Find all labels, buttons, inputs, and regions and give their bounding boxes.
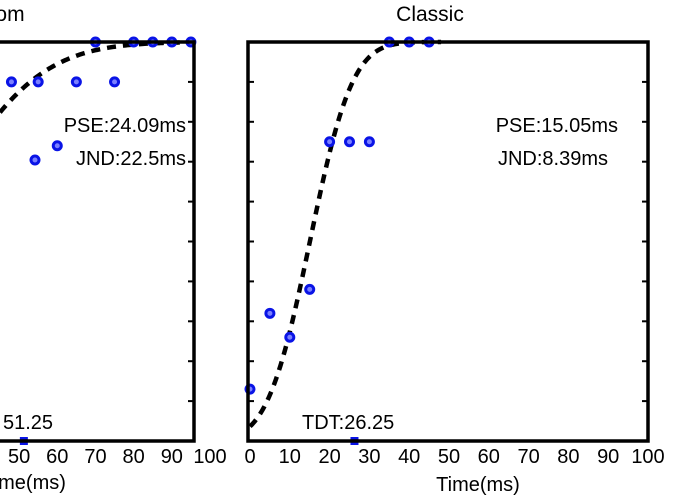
left-data-point: [32, 76, 44, 88]
right-jnd-label: JND:8.39ms: [498, 148, 608, 170]
right-data-point: [284, 331, 296, 343]
right-x-tick-label: 30: [358, 446, 380, 468]
left-x-tick-label: 50: [8, 446, 30, 468]
right-data-point: [324, 136, 336, 148]
left-x-tick-label: 90: [161, 446, 183, 468]
right-pse-label: PSE:15.05ms: [496, 115, 618, 137]
right-data-point: [304, 283, 316, 295]
left-x-tick-label: 100: [193, 446, 226, 468]
right-x-tick-label: 70: [517, 446, 539, 468]
right-chart-axes: [246, 40, 650, 443]
left-tdt-label: 51.25: [3, 412, 53, 434]
right-x-tick-label: 0: [244, 446, 255, 468]
right-data-point: [363, 136, 375, 148]
left-axes-frame: [0, 40, 196, 443]
right-x-axis-label: Time(ms): [436, 474, 520, 496]
right-x-tick-label: 20: [318, 446, 340, 468]
left-pse-label: PSE:24.09ms: [64, 115, 186, 137]
left-x-tick-label: 70: [84, 446, 106, 468]
left-chart-axes: [0, 40, 196, 443]
right-x-tick-labels: 0 10 20 30 40 50 60 70 80 90 100: [244, 446, 664, 468]
left-chart-title: om: [0, 3, 25, 26]
left-data-point: [51, 140, 63, 152]
right-x-tick-label: 80: [557, 446, 579, 468]
left-x-axis-label: me(ms): [0, 472, 66, 494]
left-data-point: [5, 76, 17, 88]
right-chart-marks: [244, 36, 442, 445]
left-jnd-point: [29, 154, 41, 166]
left-chart-marks: [0, 36, 197, 445]
left-data-point: [109, 76, 121, 88]
right-x-tick-label: 90: [597, 446, 619, 468]
left-jnd-label: JND:22.5ms: [76, 148, 186, 170]
right-data-point: [264, 307, 276, 319]
left-data-point: [70, 76, 82, 88]
right-x-tick-label: 40: [398, 446, 420, 468]
right-x-tick-label: 10: [279, 446, 301, 468]
right-fit-curve: [248, 39, 442, 429]
right-tdt-label: TDT:26.25: [302, 412, 394, 434]
right-x-tick-label: 60: [478, 446, 500, 468]
left-x-tick-label: 60: [46, 446, 68, 468]
left-chart-panel: om PSE:24.09ms JND:22.5ms 51.25 50 60 70 80…: [0, 3, 227, 494]
right-chart-panel: Classic PSE:15.05ms JND:8.39ms TDT:26.25…: [244, 3, 664, 496]
right-data-point: [344, 136, 355, 148]
right-x-tick-label: 100: [631, 446, 664, 468]
right-x-tick-label: 50: [438, 446, 460, 468]
left-fit-curve: [0, 40, 191, 114]
right-chart-title: Classic: [396, 3, 464, 26]
left-x-tick-label: 80: [123, 446, 145, 468]
left-x-tick-labels: 50 60 70 80 90 100: [8, 446, 227, 468]
